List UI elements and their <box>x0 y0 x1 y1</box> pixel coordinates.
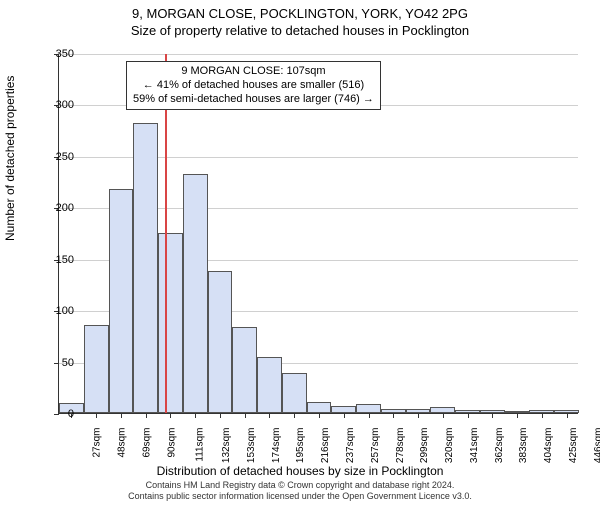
x-tick <box>443 413 444 418</box>
y-tick-label: 150 <box>34 254 74 266</box>
x-tick-label: 320sqm <box>444 428 455 464</box>
histogram-bar <box>158 233 183 413</box>
x-tick <box>567 413 568 418</box>
y-tick-label: 350 <box>34 48 74 60</box>
x-tick <box>393 413 394 418</box>
x-tick-label: 153sqm <box>246 428 257 464</box>
x-tick-label: 383sqm <box>518 428 529 464</box>
x-tick <box>294 413 295 418</box>
histogram-bar <box>331 406 356 413</box>
x-tick <box>269 413 270 418</box>
x-tick-label: 195sqm <box>296 428 307 464</box>
x-tick-label: 69sqm <box>141 428 152 458</box>
plot-area: 9 MORGAN CLOSE: 107sqm ← 41% of detached… <box>58 54 578 414</box>
x-tick-label: 216sqm <box>320 428 331 464</box>
annotation-line1: 9 MORGAN CLOSE: 107sqm <box>133 65 374 79</box>
x-tick-label: 27sqm <box>92 428 103 458</box>
histogram-bar <box>133 123 158 413</box>
x-tick <box>170 413 171 418</box>
annotation-line2: ← 41% of detached houses are smaller (51… <box>133 79 374 93</box>
x-tick <box>492 413 493 418</box>
x-tick <box>220 413 221 418</box>
x-tick <box>542 413 543 418</box>
x-tick <box>121 413 122 418</box>
x-tick-label: 278sqm <box>395 428 406 464</box>
x-tick-label: 341sqm <box>469 428 480 464</box>
x-tick <box>195 413 196 418</box>
histogram-bar <box>84 325 109 413</box>
y-tick-label: 100 <box>34 305 74 317</box>
x-tick-label: 446sqm <box>593 428 600 464</box>
x-tick <box>96 413 97 418</box>
x-tick-label: 174sqm <box>271 428 282 464</box>
footer-line1: Contains HM Land Registry data © Crown c… <box>0 480 600 491</box>
y-tick-label: 50 <box>34 357 74 369</box>
y-tick-label: 300 <box>34 99 74 111</box>
x-tick-label: 257sqm <box>370 428 381 464</box>
x-tick <box>517 413 518 418</box>
page-title-line1: 9, MORGAN CLOSE, POCKLINGTON, YORK, YO42… <box>0 6 600 21</box>
x-tick-label: 404sqm <box>543 428 554 464</box>
histogram-bar <box>208 271 233 413</box>
y-tick-label: 200 <box>34 202 74 214</box>
x-tick-label: 111sqm <box>195 428 206 462</box>
x-tick <box>319 413 320 418</box>
x-tick-label: 132sqm <box>221 428 232 464</box>
y-tick-label: 250 <box>34 151 74 163</box>
x-tick <box>468 413 469 418</box>
y-tick-label: 0 <box>34 408 74 420</box>
x-tick-label: 425sqm <box>568 428 579 464</box>
x-axis-title: Distribution of detached houses by size … <box>0 464 600 478</box>
histogram-bar <box>282 373 307 413</box>
grid-line <box>59 54 578 55</box>
histogram-bar <box>356 404 381 413</box>
page-title-line2: Size of property relative to detached ho… <box>0 23 600 38</box>
footer-line2: Contains public sector information licen… <box>0 491 600 502</box>
histogram-bar <box>183 174 208 413</box>
histogram-bar <box>257 357 282 413</box>
chart: 9 MORGAN CLOSE: 107sqm ← 41% of detached… <box>58 54 578 414</box>
x-tick <box>146 413 147 418</box>
x-tick-label: 362sqm <box>494 428 505 464</box>
annotation-box: 9 MORGAN CLOSE: 107sqm ← 41% of detached… <box>126 61 381 110</box>
histogram-bar <box>232 327 257 413</box>
y-axis-title: Number of detached properties <box>3 76 17 241</box>
histogram-bar <box>109 189 134 413</box>
x-tick-label: 299sqm <box>419 428 430 464</box>
x-tick-label: 237sqm <box>345 428 356 464</box>
histogram-bar <box>307 402 332 413</box>
footer: Contains HM Land Registry data © Crown c… <box>0 480 600 502</box>
annotation-line3: 59% of semi-detached houses are larger (… <box>133 93 374 107</box>
x-tick-label: 48sqm <box>117 428 128 458</box>
x-tick <box>344 413 345 418</box>
x-tick-label: 90sqm <box>166 428 177 458</box>
x-tick <box>369 413 370 418</box>
x-tick <box>245 413 246 418</box>
x-tick <box>418 413 419 418</box>
